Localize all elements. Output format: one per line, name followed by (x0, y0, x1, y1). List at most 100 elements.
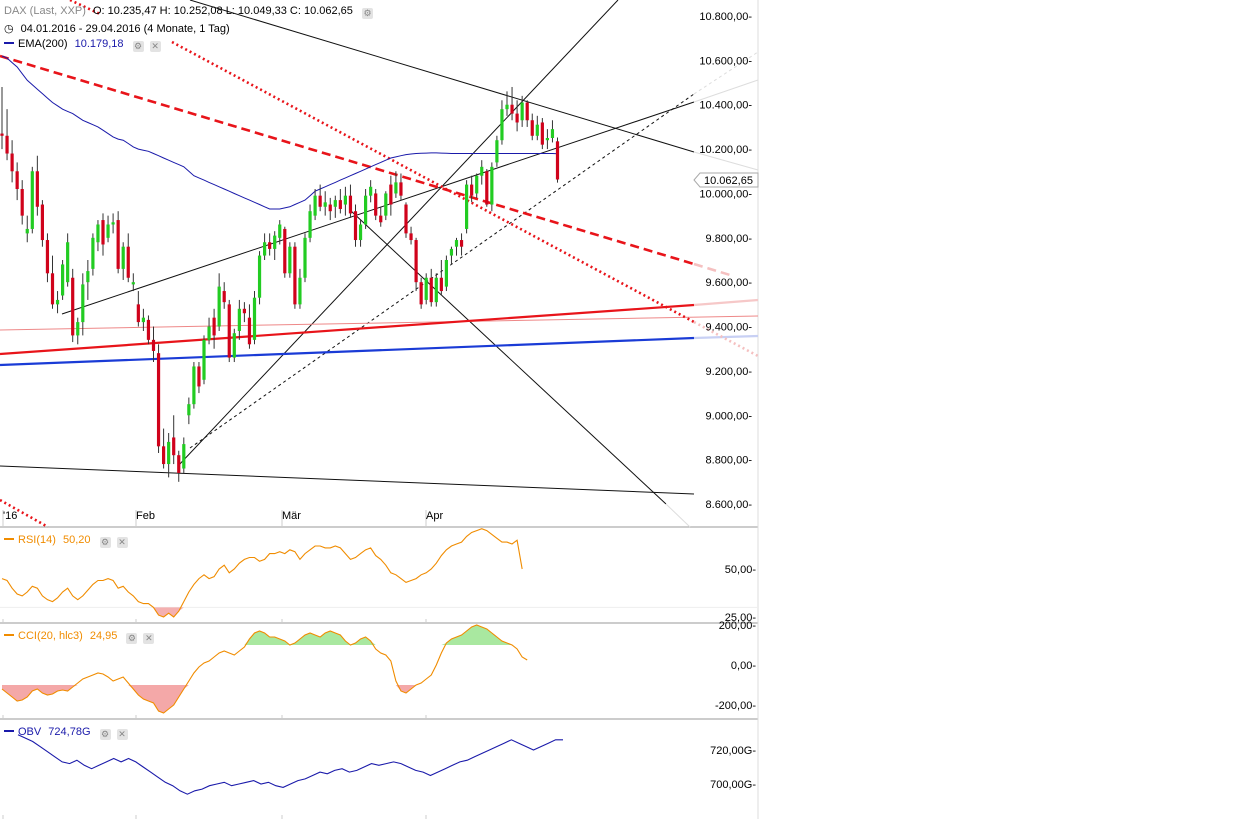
cci-tick-label: 0,00- (731, 660, 756, 672)
cci-oversold-fill (128, 685, 189, 713)
candle-body (35, 171, 39, 207)
candle-body (475, 175, 479, 194)
candle (20, 180, 24, 225)
settings-icon[interactable]: ⚙ (99, 537, 111, 548)
candle-body (338, 200, 342, 209)
candle-body (444, 260, 448, 287)
candle (81, 273, 85, 336)
candle (40, 200, 44, 247)
candle (141, 308, 145, 331)
candle (449, 246, 454, 265)
rsi-line (1, 528, 523, 618)
candle-body (232, 333, 236, 358)
candle-body (30, 171, 34, 229)
candle (343, 186, 347, 216)
candle-body (212, 317, 216, 336)
candle (217, 273, 221, 331)
candle-body (20, 189, 24, 216)
candle-body (247, 317, 252, 345)
candle-body (242, 308, 246, 314)
cci-line (1, 624, 528, 714)
cci-tick-label: 200,00- (719, 620, 757, 632)
candle-body (525, 102, 529, 121)
candle-body (505, 104, 509, 110)
candle-body (293, 246, 297, 305)
candle (35, 155, 39, 216)
instrument-name: DAX (Last, XXP) (4, 5, 86, 17)
date-range: 04.01.2016 - 29.04.2016 (4 Monate, 1 Tag… (20, 23, 230, 35)
candle (55, 291, 60, 314)
trendline (69, 0, 101, 16)
trendline (0, 498, 49, 529)
trendline (171, 40, 695, 324)
cci-overbought-fill (350, 637, 376, 645)
candle-body (490, 166, 494, 205)
time-axis: '16 Feb Mär Apr (2, 510, 443, 819)
cci-tick-label: -200,00- (715, 700, 756, 712)
candle (207, 317, 211, 345)
candle-body (278, 224, 282, 238)
trendline (349, 209, 667, 505)
settings-icon[interactable]: ⚙ (99, 729, 111, 740)
candle-body (197, 366, 201, 387)
candle-body (81, 284, 85, 323)
candle (434, 273, 438, 307)
candle (298, 268, 302, 309)
candle (61, 260, 65, 300)
candle-body (50, 273, 55, 305)
candle (530, 113, 534, 141)
settings-icon[interactable]: ⚙ (126, 633, 138, 644)
close-icon[interactable]: ✕ (149, 41, 161, 52)
candle (227, 299, 231, 363)
candle (520, 95, 524, 127)
candle (505, 91, 509, 116)
candle (278, 220, 282, 245)
candle (338, 189, 342, 214)
candlesticks (0, 86, 560, 482)
trendline (693, 320, 759, 358)
candle-body (364, 195, 368, 225)
close-icon[interactable]: ✕ (143, 633, 155, 644)
candle (535, 115, 539, 141)
trendline (0, 303, 695, 356)
obv-label: OBV (18, 726, 42, 738)
obv-panel: 720,00G- 700,00G- (17, 734, 756, 795)
rsi-swatch (4, 538, 14, 540)
candle (369, 180, 373, 203)
trendline (693, 298, 759, 307)
candle-body (227, 304, 231, 358)
candle (515, 100, 519, 132)
trendline (177, 0, 619, 467)
settings-icon[interactable]: ⚙ (361, 8, 373, 19)
candle (384, 191, 388, 221)
close-icon[interactable]: ✕ (116, 729, 128, 740)
candle (313, 189, 317, 221)
candle-body (111, 222, 115, 225)
candle (263, 233, 267, 260)
candle-body (283, 228, 287, 274)
obv-tick-label: 700,00G- (710, 779, 756, 791)
candle-body (399, 182, 403, 196)
candle-body (217, 286, 221, 327)
candle (454, 237, 459, 256)
candle (162, 428, 166, 469)
settings-icon[interactable]: ⚙ (132, 41, 144, 52)
close-icon[interactable]: ✕ (116, 537, 128, 548)
candle (540, 118, 544, 150)
candle (30, 166, 34, 234)
candle-body (409, 233, 413, 241)
instrument-legend: DAX (Last, XXP) O: 10.235,47 H: 10.252,0… (4, 5, 377, 19)
candle (429, 268, 433, 307)
candle (222, 282, 226, 309)
candle-body (268, 242, 272, 249)
candle-body (343, 195, 347, 205)
y-tick-label: 8.600,00- (706, 499, 753, 511)
candle-body (298, 277, 302, 305)
rsi-tick-label: 25,00- (725, 612, 757, 624)
range-legend: ◷ 04.01.2016 - 29.04.2016 (4 Monate, 1 T… (4, 22, 234, 35)
candle (86, 260, 90, 300)
rsi-value: 50,20 (62, 534, 91, 546)
candle-body (76, 322, 80, 336)
candle (252, 291, 257, 345)
